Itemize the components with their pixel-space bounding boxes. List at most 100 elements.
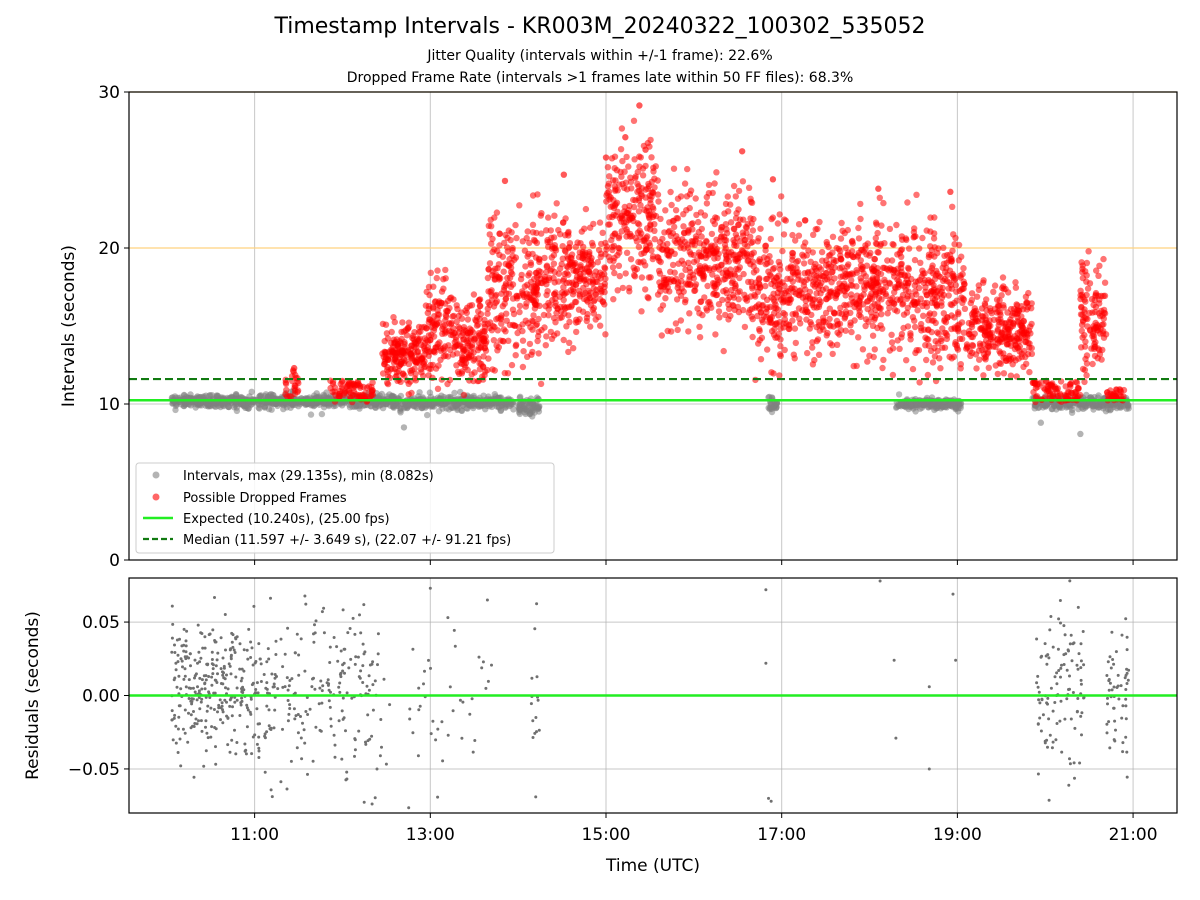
legend-entry: Expected (10.240s), (25.00 fps) bbox=[183, 512, 390, 527]
dropped-frame-point bbox=[499, 303, 506, 310]
residual-point bbox=[228, 704, 232, 708]
dropped-frame-point bbox=[290, 364, 298, 372]
dropped-frame-point bbox=[535, 350, 542, 357]
dropped-frame-point bbox=[666, 288, 673, 295]
residual-point bbox=[214, 762, 218, 766]
dropped-frame-point bbox=[917, 320, 925, 328]
dropped-frame-point bbox=[634, 168, 641, 176]
dropped-frame-point bbox=[664, 240, 671, 248]
dropped-frame-point bbox=[622, 179, 630, 186]
residual-point bbox=[240, 699, 244, 703]
dropped-frame-point bbox=[756, 337, 763, 344]
interval-point bbox=[902, 404, 910, 411]
dropped-frame-point bbox=[780, 296, 787, 303]
residual-point bbox=[173, 651, 177, 654]
dropped-frame-point bbox=[550, 274, 557, 282]
interval-point bbox=[1077, 430, 1084, 438]
dropped-frame-point bbox=[895, 281, 902, 288]
interval-point bbox=[928, 400, 936, 407]
dropped-frame-point bbox=[475, 355, 482, 362]
dropped-frame-point bbox=[642, 186, 649, 193]
dropped-frame-point bbox=[437, 347, 444, 354]
dropped-frame-point bbox=[502, 295, 510, 302]
dropped-frame-point bbox=[982, 302, 989, 309]
dropped-frame-point bbox=[829, 268, 836, 275]
dropped-frame-point bbox=[1072, 390, 1079, 397]
dropped-frame-point bbox=[433, 274, 440, 282]
residual-point bbox=[202, 764, 206, 768]
dropped-frame-point bbox=[769, 176, 777, 183]
dropped-frame-point bbox=[505, 290, 513, 297]
residual-point bbox=[185, 629, 189, 633]
residual-point bbox=[239, 679, 243, 683]
dropped-frame-point bbox=[937, 365, 944, 372]
dropped-frame-point bbox=[819, 286, 826, 294]
dropped-frame-point bbox=[850, 253, 857, 261]
interval-point bbox=[356, 403, 363, 410]
dropped-frame-point bbox=[709, 189, 716, 197]
dropped-frame-point bbox=[561, 310, 568, 317]
residual-point bbox=[233, 700, 237, 704]
residual-point bbox=[242, 648, 246, 652]
dropped-frame-point bbox=[738, 148, 746, 155]
dropped-frame-point bbox=[988, 310, 995, 317]
dropped-frame-point bbox=[703, 200, 711, 207]
dropped-frame-point bbox=[696, 334, 704, 341]
dropped-frame-point bbox=[1079, 334, 1086, 341]
dropped-frame-point bbox=[763, 275, 771, 282]
dropped-frame-point bbox=[1100, 255, 1107, 263]
residual-point bbox=[205, 662, 209, 666]
dropped-frame-point bbox=[853, 267, 860, 274]
dropped-frame-point bbox=[507, 236, 514, 244]
dropped-frame-point bbox=[740, 270, 747, 278]
residual-point bbox=[181, 727, 185, 731]
dropped-frame-point bbox=[558, 260, 565, 268]
dropped-frame-point bbox=[756, 281, 763, 288]
dropped-frame-point bbox=[776, 372, 783, 379]
dropped-frame-point bbox=[559, 219, 567, 226]
dropped-frame-point bbox=[972, 351, 980, 358]
residual-point bbox=[214, 727, 218, 731]
residual-point bbox=[215, 658, 219, 662]
dropped-frame-point bbox=[713, 274, 721, 281]
dropped-frame-point bbox=[411, 365, 418, 372]
dropped-frame-point bbox=[651, 227, 658, 234]
dropped-frame-point bbox=[648, 154, 655, 161]
dropped-frame-point bbox=[958, 286, 965, 293]
dropped-frame-point bbox=[705, 181, 713, 189]
dropped-frame-point bbox=[1004, 309, 1011, 316]
dropped-frame-point bbox=[440, 285, 447, 292]
dropped-frame-point bbox=[712, 214, 719, 221]
dropped-frame-point bbox=[977, 342, 984, 350]
dropped-frame-point bbox=[611, 269, 618, 277]
dropped-frame-point bbox=[903, 236, 910, 244]
residual-point bbox=[234, 675, 238, 679]
dropped-frame-point bbox=[677, 193, 685, 200]
interval-point bbox=[939, 403, 947, 410]
residual-point bbox=[204, 678, 208, 682]
dropped-frame-point bbox=[999, 274, 1007, 281]
dropped-frame-point bbox=[1012, 279, 1019, 286]
dropped-frame-point bbox=[397, 358, 404, 366]
dropped-frame-point bbox=[505, 261, 512, 268]
dropped-frame-point bbox=[920, 312, 927, 319]
dropped-frame-point bbox=[545, 214, 552, 221]
dropped-frame-point bbox=[868, 290, 875, 297]
dropped-frame-point bbox=[827, 340, 834, 347]
dropped-frame-point bbox=[915, 278, 922, 285]
dropped-frame-point bbox=[735, 308, 743, 316]
dropped-frame-point bbox=[636, 153, 643, 160]
dropped-frame-point bbox=[586, 268, 593, 276]
dropped-frame-point bbox=[1020, 347, 1028, 355]
dropped-frame-point bbox=[681, 180, 689, 187]
dropped-frame-point bbox=[527, 261, 535, 268]
dropped-frame-point bbox=[674, 326, 681, 334]
dropped-frame-point bbox=[440, 323, 447, 330]
dropped-frame-point bbox=[535, 315, 542, 323]
dropped-frame-point bbox=[948, 325, 955, 333]
dropped-frame-point bbox=[760, 254, 768, 261]
residual-point bbox=[210, 683, 214, 687]
dropped-frame-point bbox=[385, 368, 392, 376]
dropped-frame-point bbox=[815, 351, 823, 358]
dropped-frame-point bbox=[882, 284, 889, 291]
